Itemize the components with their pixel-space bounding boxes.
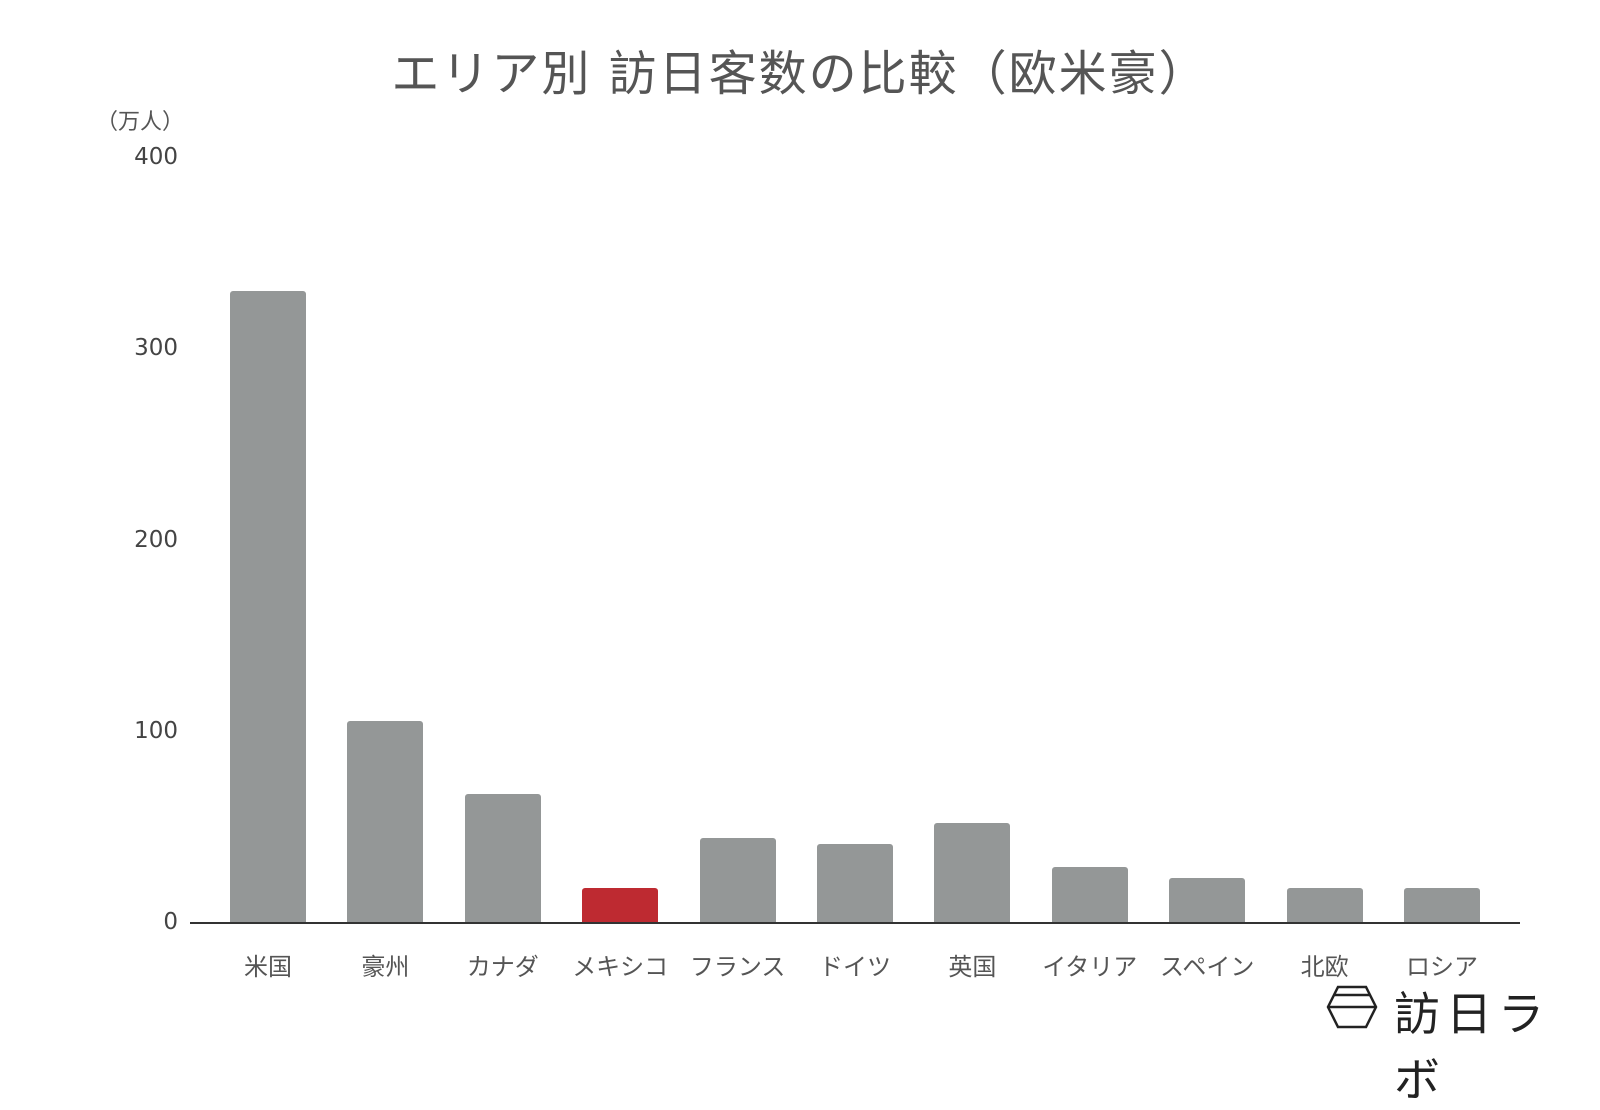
bar <box>934 822 1011 922</box>
y-tick-label: 0 <box>163 909 178 935</box>
x-tick-label: ロシア <box>1406 953 1478 981</box>
x-tick-label: カナダ <box>466 953 539 981</box>
x-tick-label: 北欧 <box>1300 953 1349 981</box>
bar <box>817 843 893 922</box>
x-tick-label: 米国 <box>244 953 292 981</box>
brand-watermark: 訪日ラボ <box>1394 987 1550 1107</box>
y-tick-label: 300 <box>134 335 178 362</box>
bar <box>1169 878 1246 922</box>
x-tick-label: イタリア <box>1042 953 1138 981</box>
y-tick-label: 400 <box>134 144 178 170</box>
y-tick-label: 100 <box>134 717 178 744</box>
x-tick-label: フランス <box>689 953 786 981</box>
bar <box>347 721 424 922</box>
logo-icon <box>1326 985 1378 1029</box>
y-axis-unit: （万人） <box>96 110 185 135</box>
x-tick-label: 英国 <box>948 953 997 981</box>
x-axis-line <box>190 922 1520 924</box>
bar <box>582 887 659 922</box>
bar <box>464 793 541 922</box>
bar <box>230 290 306 922</box>
x-tick-label: 豪州 <box>361 953 410 981</box>
bar <box>1051 866 1128 922</box>
chart-title: エリア別 訪日客数の比較（欧米豪） <box>391 46 1209 102</box>
x-tick-label: メキシコ <box>572 953 669 981</box>
bar <box>699 837 776 922</box>
x-tick-label: スペイン <box>1160 953 1255 981</box>
bar <box>1286 887 1363 922</box>
x-tick-label: ドイツ <box>819 953 891 981</box>
y-tick-label: 200 <box>134 526 178 553</box>
bar <box>1404 887 1480 922</box>
